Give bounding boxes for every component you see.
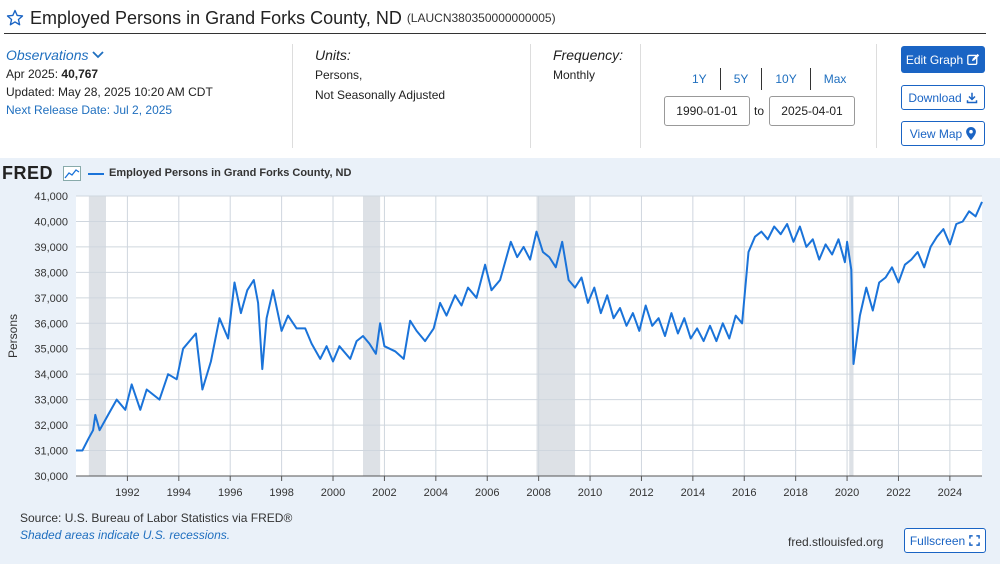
x-tick-label: 2022 <box>886 487 910 499</box>
range-divider <box>761 68 763 90</box>
x-tick-label: 2020 <box>835 487 859 499</box>
line-chart[interactable]: 30,000 31,000 32,000 33,000 34,000 35,000 36,0… <box>0 158 1000 508</box>
y-tick-label: 37,000 <box>34 293 68 305</box>
y-tick-label: 33,000 <box>34 395 68 407</box>
series-line[interactable] <box>76 201 983 452</box>
title-divider <box>4 33 986 34</box>
legend-label: Employed Persons in Grand Forks County, … <box>109 167 352 179</box>
observations-panel: Observations Apr 2025: 40,767 Updated: M… <box>6 46 213 119</box>
date-to-label: to <box>754 104 765 118</box>
pencil-icon <box>967 53 980 66</box>
column-divider <box>640 44 641 148</box>
units-heading: Units: <box>315 47 351 63</box>
range-divider <box>809 68 811 90</box>
x-tick-label: 2008 <box>526 487 550 499</box>
series-code: (LAUCN380350000000005) <box>406 11 556 25</box>
title-bar: Employed Persons in Grand Forks County, … <box>6 6 556 30</box>
y-tick-label: 32,000 <box>34 420 68 432</box>
y-tick-label: 30,000 <box>34 471 68 483</box>
x-tick-label: 1994 <box>167 487 191 499</box>
fullscreen-icon <box>969 535 980 546</box>
recession-note: Shaded areas indicate U.S. recessions. <box>20 528 231 542</box>
x-tick-label: 2024 <box>938 487 962 499</box>
range-max-button[interactable]: Max <box>823 72 847 86</box>
y-tick-label: 31,000 <box>34 446 68 458</box>
range-1y-button[interactable]: 1Y <box>692 72 707 86</box>
y-tick-label: 34,000 <box>34 369 68 381</box>
chevron-down-icon <box>92 51 105 59</box>
range-10y-button[interactable]: 10Y <box>775 72 797 86</box>
x-tick-label: 2004 <box>424 487 448 499</box>
range-5y-button[interactable]: 5Y <box>733 72 749 86</box>
end-date-input[interactable] <box>769 96 855 126</box>
range-divider <box>719 68 721 90</box>
frequency-heading: Frequency: <box>553 47 624 63</box>
x-tick-label: 2006 <box>475 487 499 499</box>
recession-band <box>363 196 381 476</box>
fred-url: fred.stlouisfed.org <box>788 535 884 549</box>
latest-observation: Apr 2025: 40,767 <box>6 67 99 81</box>
frequency-value: Monthly <box>553 68 596 82</box>
units-panel: Units: Persons, Not Seasonally Adjusted <box>315 46 445 104</box>
star-icon[interactable] <box>6 9 24 27</box>
recession-band <box>536 196 576 476</box>
x-tick-label: 2010 <box>578 487 602 499</box>
latest-value: 40,767 <box>61 67 99 81</box>
x-tick-label: 2002 <box>372 487 396 499</box>
x-tick-label: 2016 <box>732 487 756 499</box>
range-buttons: 1Y 5Y 10Y Max <box>679 68 859 90</box>
x-tick-label: 2000 <box>321 487 345 499</box>
y-tick-label: 35,000 <box>34 344 68 356</box>
fred-chart-icon <box>63 166 81 181</box>
units-line-1: Persons, <box>315 68 363 82</box>
observations-toggle[interactable]: Observations <box>6 46 105 64</box>
legend-swatch <box>88 173 104 175</box>
column-divider <box>292 44 293 148</box>
y-tick-label: 36,000 <box>34 318 68 330</box>
start-date-input[interactable] <box>664 96 750 126</box>
next-release-link[interactable]: Next Release Date: Jul 2, 2025 <box>6 103 173 117</box>
page-title: Employed Persons in Grand Forks County, … <box>30 7 402 28</box>
fullscreen-button[interactable]: Fullscreen <box>904 528 986 553</box>
x-tick-label: 2018 <box>783 487 807 499</box>
download-button[interactable]: Download <box>901 85 985 110</box>
edit-graph-button[interactable]: Edit Graph <box>901 46 985 73</box>
fred-logo[interactable]: FRED <box>2 163 53 183</box>
view-map-button[interactable]: View Map <box>901 121 985 146</box>
x-tick-label: 2014 <box>681 487 705 499</box>
y-tick-label: 41,000 <box>34 191 68 203</box>
x-tick-label: 1996 <box>218 487 242 499</box>
x-tick-label: 1992 <box>115 487 139 499</box>
download-icon <box>966 92 977 103</box>
recession-band <box>88 196 106 476</box>
y-tick-label: 38,000 <box>34 267 68 279</box>
recession-band <box>849 196 854 476</box>
units-line-2: Not Seasonally Adjusted <box>315 88 446 102</box>
y-axis-label: Persons <box>6 314 20 358</box>
updated-date: Updated: May 28, 2025 10:20 AM CDT <box>6 85 213 99</box>
y-tick-label: 40,000 <box>34 216 68 228</box>
plot-area <box>76 196 982 476</box>
x-tick-label: 2012 <box>629 487 653 499</box>
column-divider <box>530 44 531 148</box>
x-tick-label: 1998 <box>269 487 293 499</box>
source-note: Source: U.S. Bureau of Labor Statistics … <box>20 511 293 525</box>
frequency-panel: Frequency: Monthly <box>553 46 623 84</box>
y-tick-label: 39,000 <box>34 242 68 254</box>
map-marker-icon <box>966 127 977 140</box>
column-divider <box>876 44 877 148</box>
